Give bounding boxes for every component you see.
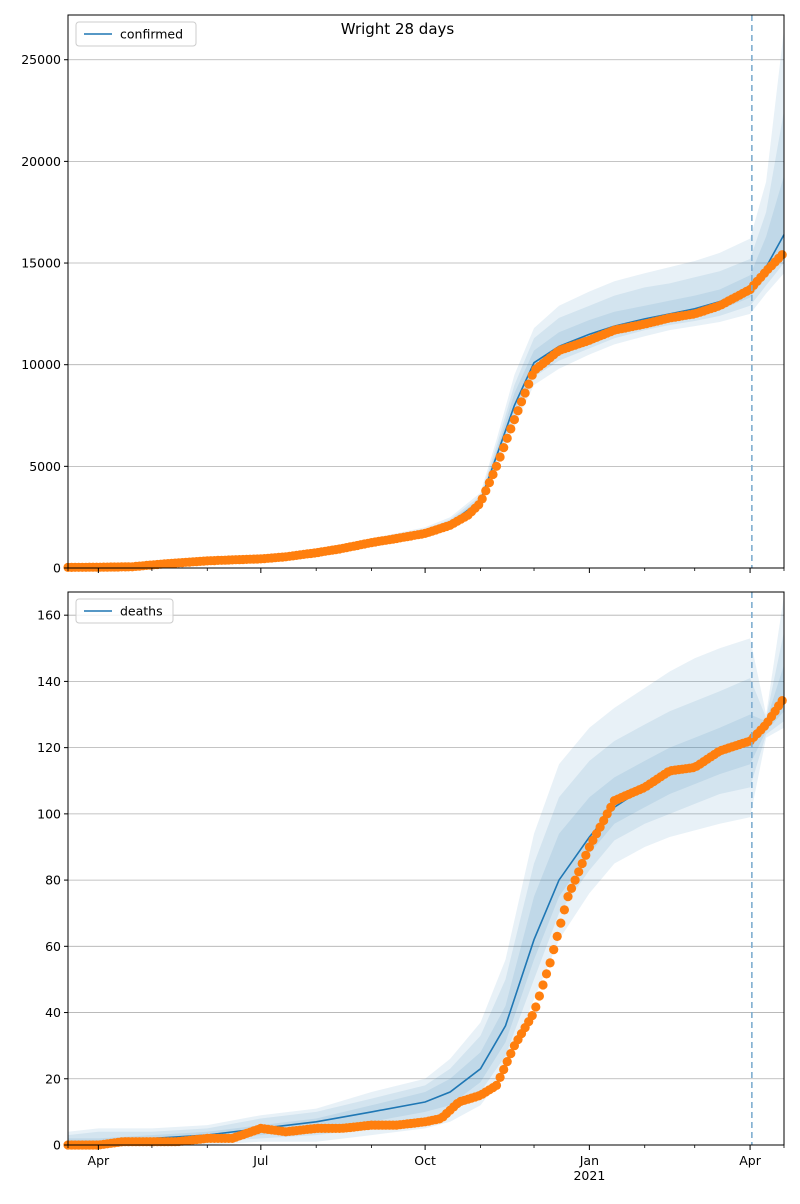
- y-tick-label-0-3: 15000: [21, 256, 61, 271]
- y-tick-label-1-5: 100: [37, 806, 61, 821]
- y-tick-label-0-2: 10000: [21, 357, 61, 372]
- y-tick-label-1-2: 40: [45, 1005, 61, 1020]
- observed-point-0-16: [477, 494, 487, 504]
- confidence-band-1-1: [68, 631, 784, 1145]
- observed-point-0-28: [777, 250, 787, 260]
- x-tick-label-4: Apr: [739, 1153, 761, 1168]
- y-tick-label-1-6: 120: [37, 740, 61, 755]
- x-tick-label-1: Jul: [252, 1153, 268, 1168]
- observed-point-1-17: [495, 1072, 505, 1082]
- legend-box-1: [75, 598, 174, 624]
- observed-point-1-20: [552, 931, 562, 942]
- observed-point-1-20: [559, 905, 570, 915]
- observed-point-1-29: [777, 696, 787, 706]
- confidence-band-1-0: [68, 595, 784, 1145]
- observed-point-1-19: [531, 1002, 541, 1012]
- observed-point-1-20: [563, 892, 573, 902]
- observed-point-0-17: [502, 433, 512, 443]
- y-tick-label-1-3: 60: [45, 939, 61, 954]
- axes-frame-0: [67, 14, 785, 569]
- observed-point-1-19: [534, 991, 545, 1001]
- legend-label-1: deaths: [120, 604, 163, 619]
- observed-point-1-20: [556, 918, 566, 928]
- observed-point-0-17: [506, 424, 516, 434]
- x-tick-label-0: Apr: [88, 1153, 110, 1168]
- x-tick-label-2: Oct: [414, 1153, 436, 1168]
- confidence-band-0-1: [68, 110, 784, 568]
- observed-point-1-16: [491, 1080, 502, 1090]
- confidence-band-0-0: [68, 29, 784, 568]
- observed-point-1-21: [581, 850, 591, 860]
- confidence-band-1-2: [68, 664, 784, 1145]
- y-tick-label-1-1: 20: [45, 1071, 61, 1086]
- observed-point-0-18: [516, 397, 527, 407]
- observed-point-0-16: [484, 478, 494, 488]
- observed-point-1-19: [538, 980, 548, 990]
- legend-box-0: [75, 21, 197, 47]
- observed-point-1-21: [570, 875, 580, 885]
- legend-label-0: confirmed: [120, 27, 183, 42]
- observed-point-1-21: [566, 883, 577, 894]
- observed-point-0-16: [491, 461, 502, 471]
- observed-point-0-18: [513, 406, 523, 416]
- observed-point-0-18: [520, 388, 530, 398]
- y-tick-label-1-8: 160: [37, 608, 61, 623]
- observed-point-0-17: [509, 415, 519, 425]
- observed-point-1-17: [499, 1064, 509, 1075]
- y-tick-label-0-5: 25000: [21, 52, 61, 67]
- y-tick-label-1-0: 0: [53, 1138, 61, 1153]
- observed-point-0-16: [488, 469, 498, 480]
- observed-point-0-17: [495, 452, 505, 462]
- x-tick-sublabel-3: 2021: [573, 1168, 605, 1183]
- y-tick-label-0-1: 5000: [29, 459, 61, 474]
- observed-point-1-19: [541, 969, 552, 979]
- confidence-band-0-2: [68, 175, 784, 568]
- observed-point-1-19: [545, 958, 555, 968]
- axes-frame-1: [67, 591, 785, 1146]
- observed-point-1-18: [527, 1011, 537, 1021]
- observed-point-0-18: [524, 379, 534, 389]
- y-tick-label-0-4: 20000: [21, 154, 61, 169]
- observed-point-1-17: [506, 1049, 516, 1059]
- observed-point-1-21: [577, 858, 587, 869]
- y-tick-label-0-0: 0: [53, 561, 61, 576]
- y-tick-label-1-7: 140: [37, 674, 61, 689]
- y-tick-label-1-4: 80: [45, 873, 61, 888]
- observed-point-1-21: [574, 867, 584, 877]
- x-tick-label-3: Jan: [579, 1153, 599, 1168]
- figure-title: Wright 28 days: [340, 20, 455, 38]
- observed-point-0-16: [481, 486, 491, 496]
- observed-point-0-17: [499, 443, 509, 453]
- observed-point-1-20: [549, 945, 559, 955]
- observed-point-1-17: [502, 1057, 512, 1067]
